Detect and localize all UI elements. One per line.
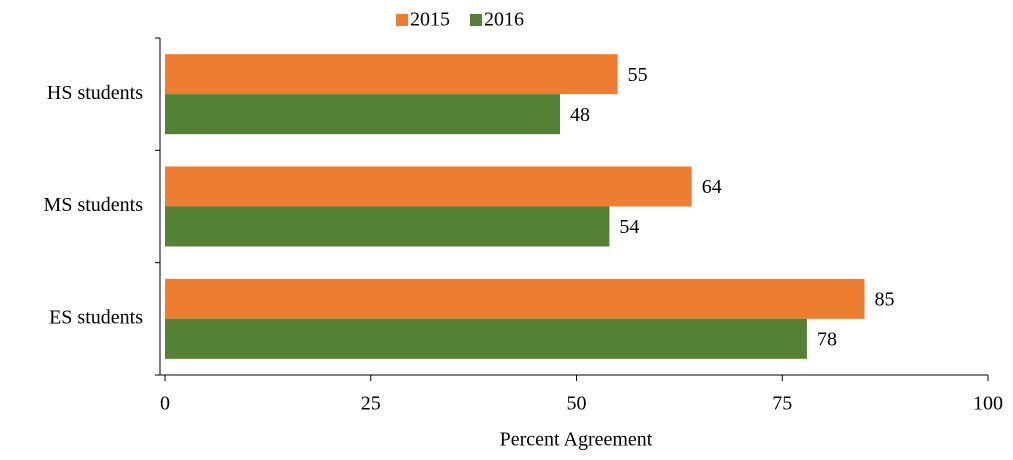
data-label: 85: [875, 288, 895, 310]
x-tick-label: 50: [567, 393, 587, 415]
bar: [165, 278, 865, 319]
x-tick-label: 75: [772, 393, 792, 415]
x-tick-label: 0: [160, 393, 170, 415]
legend-label: 2015: [410, 9, 450, 31]
y-tick-label: ES students: [49, 306, 143, 328]
bar: [165, 166, 692, 207]
bar: [165, 94, 561, 135]
bar: [165, 54, 618, 95]
x-axis-label: Percent Agreement: [500, 429, 653, 451]
y-tick-label: HS students: [47, 82, 143, 104]
y-tick-label: MS students: [44, 194, 144, 216]
legend-swatch: [396, 14, 408, 26]
data-label: 55: [628, 64, 648, 86]
legend-label: 2016: [484, 9, 524, 31]
bar: [165, 318, 807, 359]
data-label: 54: [619, 216, 639, 238]
x-tick-label: 100: [973, 393, 1003, 415]
data-label: 78: [817, 328, 837, 350]
data-label: 64: [702, 176, 722, 198]
data-label: 48: [570, 104, 590, 126]
x-tick-label: 25: [361, 393, 381, 415]
legend-swatch: [470, 14, 482, 26]
bar: [165, 206, 610, 247]
